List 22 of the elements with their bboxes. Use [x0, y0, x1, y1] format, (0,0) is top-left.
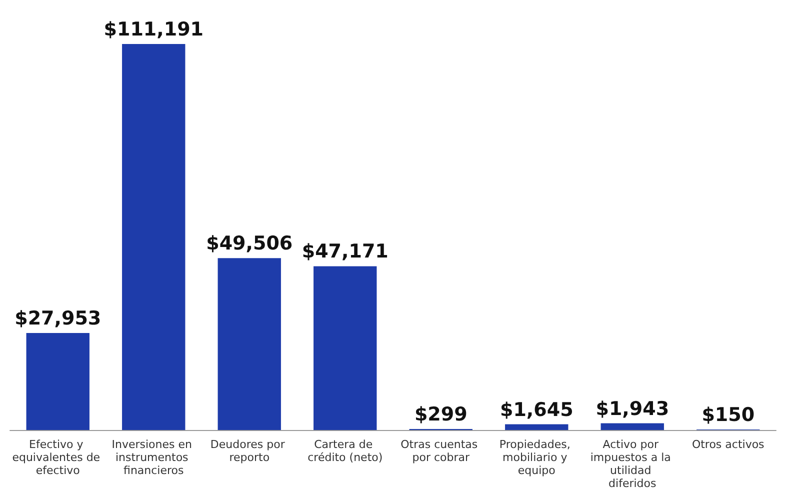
x-tick-label: Otros activos: [692, 438, 765, 451]
x-tick-label: Inversiones en instrumentos financieros: [112, 438, 196, 477]
x-tick-label: Otras cuentas por cobrar: [400, 438, 482, 464]
data-label: $47,171: [302, 240, 388, 263]
x-tick-label: Activo por impuestos a la utilidad diferidos: [590, 438, 674, 490]
data-label: $111,191: [104, 18, 204, 40]
data-label: $27,953: [14, 307, 102, 330]
data-label: $49,506: [206, 232, 293, 255]
x-tick-label: Efectivo y equivalentes de efectivo: [12, 438, 104, 477]
data-label: $1,943: [596, 398, 670, 420]
bar: [600, 423, 664, 430]
x-tick-label: Cartera de crédito (neto): [308, 438, 383, 464]
data-label: $1,645: [500, 398, 574, 421]
bar: [26, 332, 90, 430]
bar: [122, 44, 186, 430]
x-tick-label: Propiedades, mobiliario y equipo: [499, 438, 574, 477]
bar: [218, 258, 281, 430]
data-label: $150: [702, 404, 755, 426]
bar: [314, 266, 377, 430]
data-label: $299: [414, 403, 468, 426]
x-tick-label: Deudores por reporto: [210, 438, 288, 464]
bar: [505, 424, 568, 430]
